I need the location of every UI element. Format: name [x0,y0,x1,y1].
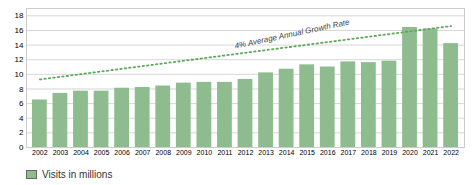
svg-text:2009: 2009 [176,149,192,156]
svg-text:2014: 2014 [279,149,295,156]
svg-text:0: 0 [19,143,24,152]
svg-text:4% Average Annual Growth Rate: 4% Average Annual Growth Rate [234,17,351,50]
svg-text:2017: 2017 [341,149,357,156]
svg-text:2012: 2012 [238,149,254,156]
svg-text:2003: 2003 [53,149,69,156]
svg-text:2008: 2008 [155,149,171,156]
svg-text:2: 2 [19,128,24,137]
svg-text:2021: 2021 [423,149,439,156]
svg-text:2019: 2019 [382,149,398,156]
svg-text:12: 12 [15,55,24,64]
svg-text:2010: 2010 [197,149,213,156]
svg-text:18: 18 [15,11,24,20]
svg-text:2016: 2016 [320,149,336,156]
svg-text:2011: 2011 [217,149,232,156]
svg-text:4: 4 [19,114,24,123]
svg-text:14: 14 [15,41,24,50]
svg-text:2005: 2005 [94,149,110,156]
svg-text:2015: 2015 [299,149,315,156]
svg-text:2006: 2006 [114,149,130,156]
svg-text:2020: 2020 [402,149,418,156]
svg-text:10: 10 [15,70,24,79]
svg-text:8: 8 [19,85,24,94]
svg-text:2022: 2022 [443,149,459,156]
svg-text:2007: 2007 [135,149,151,156]
html-text:Visits in millions: Visits in millions [42,168,113,180]
svg-text:2013: 2013 [258,149,274,156]
svg-text:16: 16 [15,26,24,35]
svg-text:2002: 2002 [32,149,48,156]
svg-text:2018: 2018 [361,149,377,156]
svg-text:2004: 2004 [73,149,89,156]
svg-text:6: 6 [19,99,24,108]
